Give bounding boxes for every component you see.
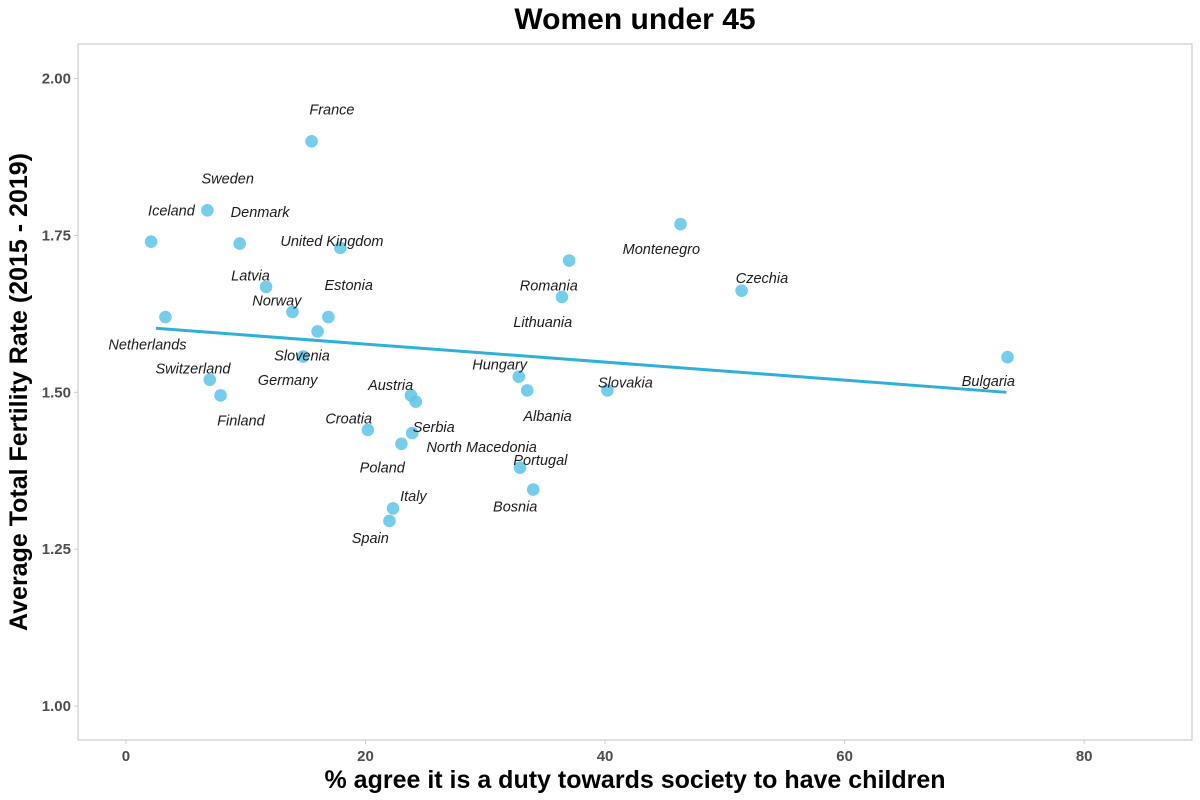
point-iceland <box>144 235 158 248</box>
label-germany: Germany <box>258 373 318 389</box>
label-hungary: Hungary <box>472 358 528 374</box>
point-slovenia <box>311 325 324 338</box>
point-croatia <box>361 423 375 437</box>
label-slovakia: Slovakia <box>598 375 653 391</box>
label-united-kingdom: United Kingdom <box>280 234 383 250</box>
point-united-kingdom <box>334 241 347 255</box>
label-north-macedonia: North Macedonia <box>426 440 536 456</box>
x-axis-title: % agree it is a duty towards society to … <box>324 766 945 794</box>
y-tick-label: 1.00 <box>42 698 71 715</box>
point-serbia <box>409 395 423 409</box>
x-tick-label: 60 <box>836 748 853 765</box>
point-germany <box>296 350 310 363</box>
point-netherlands <box>159 310 172 324</box>
point-italy <box>386 502 400 515</box>
label-spain: Spain <box>352 531 389 547</box>
y-tick-label: 1.50 <box>42 384 71 401</box>
point-romania <box>562 254 576 267</box>
label-albania: Albania <box>522 409 571 425</box>
point-france <box>305 134 318 148</box>
point-estonia <box>322 310 335 324</box>
label-iceland: Iceland <box>148 203 196 219</box>
point-latvia <box>259 280 273 294</box>
label-bosnia: Bosnia <box>493 500 537 516</box>
label-czechia: Czechia <box>736 271 788 287</box>
label-romania: Romania <box>520 279 578 295</box>
label-serbia: Serbia <box>413 420 455 436</box>
plot-panel <box>77 43 1193 741</box>
label-portugal: Portugal <box>513 453 568 469</box>
label-estonia: Estonia <box>325 278 373 294</box>
x-tick-label: 0 <box>122 748 130 765</box>
label-austria: Austria <box>367 378 413 394</box>
label-sweden: Sweden <box>202 171 254 187</box>
label-croatia: Croatia <box>325 412 372 428</box>
label-italy: Italy <box>400 489 427 505</box>
x-tick-label: 40 <box>597 748 614 765</box>
label-latvia: Latvia <box>231 269 270 285</box>
point-sweden <box>201 204 214 217</box>
point-bosnia <box>526 483 540 496</box>
point-bulgaria <box>1001 350 1014 364</box>
point-lithuania <box>555 290 569 304</box>
point-portugal <box>513 461 527 474</box>
y-tick-label: 1.75 <box>42 227 71 244</box>
label-slovenia: Slovenia <box>274 348 330 364</box>
data-points <box>144 134 1014 528</box>
label-montenegro: Montenegro <box>623 242 700 258</box>
trend-line <box>155 326 1007 394</box>
y-tick-label: 1.25 <box>42 541 71 558</box>
label-finland: Finland <box>217 414 265 430</box>
point-montenegro <box>674 217 687 231</box>
label-bulgaria: Bulgaria <box>962 374 1015 390</box>
label-norway: Norway <box>252 294 302 310</box>
label-denmark: Denmark <box>231 205 291 221</box>
point-north-macedonia <box>405 426 419 440</box>
point-albania <box>520 384 534 397</box>
label-lithuania: Lithuania <box>513 315 572 331</box>
point-denmark <box>233 237 247 250</box>
point-spain <box>383 514 396 528</box>
label-switzerland: Switzerland <box>156 361 232 377</box>
point-norway <box>286 305 299 319</box>
point-slovakia <box>601 384 614 397</box>
label-netherlands: Netherlands <box>108 338 186 354</box>
x-tick-label: 20 <box>357 748 374 765</box>
y-axis-title: Average Total Fertility Rate (2015 - 201… <box>5 153 33 631</box>
point-poland <box>395 437 408 451</box>
point-switzerland <box>203 373 217 387</box>
x-tick-label: 80 <box>1076 748 1093 765</box>
chart-title: Women under 45 <box>514 3 755 36</box>
y-tick-label: 2.00 <box>42 71 71 88</box>
label-france: France <box>309 102 354 118</box>
point-hungary <box>512 370 526 383</box>
label-poland: Poland <box>360 461 406 477</box>
y-axis-ticks: 1.00 1.25 1.50 1.75 2.00 <box>42 71 78 715</box>
point-czechia <box>735 284 748 297</box>
point-labels: France Sweden Iceland Denmark United Kingdom… <box>108 102 1015 547</box>
point-finland <box>214 389 227 402</box>
x-axis-ticks: 0 20 40 60 80 <box>122 740 1093 765</box>
